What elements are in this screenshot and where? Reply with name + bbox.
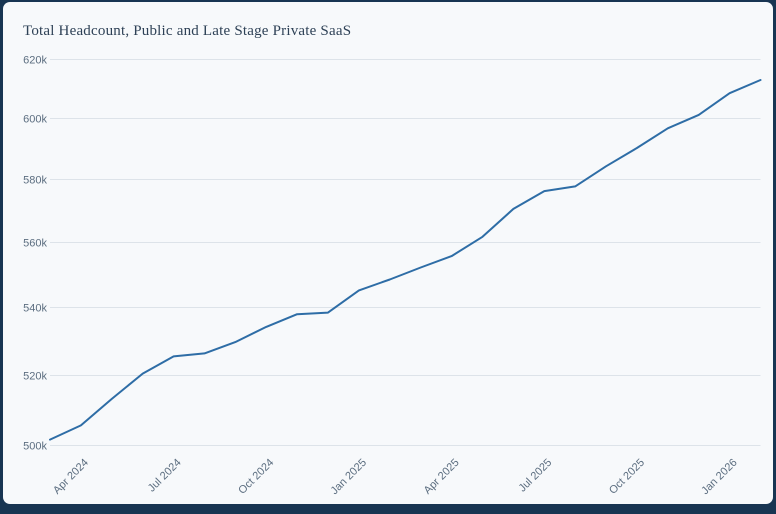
y-axis-tick-label: 600k [23, 114, 47, 126]
y-axis: 500k 520k 540k 560k 580k 600k 620k [23, 55, 760, 453]
y-axis-tick-label: 520k [23, 371, 47, 383]
y-axis-tick-label: 620k [23, 55, 47, 67]
x-axis-tick-label: Jan 2026 [699, 457, 739, 497]
y-axis-tick-label: 560k [23, 238, 47, 250]
x-axis-tick-label: Jul 2025 [516, 457, 554, 495]
headcount-line-chart: 500k 520k 540k 560k 580k 600k 620k Apr 2024 Jul … [3, 2, 776, 514]
headcount-series-line [50, 80, 761, 440]
y-axis-tick-label: 580k [23, 175, 47, 187]
x-axis-tick-label: Oct 2025 [607, 457, 647, 497]
x-axis-tick-label: Jul 2024 [146, 457, 184, 495]
x-axis-tick-label: Jan 2025 [329, 457, 369, 497]
x-axis-tick-label: Oct 2024 [236, 457, 276, 497]
x-axis-tick-label: Apr 2025 [422, 457, 462, 497]
chart-card: Total Headcount, Public and Late Stage P… [3, 2, 773, 504]
x-axis: Apr 2024 Jul 2024 Oct 2024 Jan 2025 Apr 2025… [51, 457, 740, 497]
x-axis-tick-label: Apr 2024 [51, 457, 91, 497]
y-axis-tick-label: 540k [23, 303, 47, 315]
y-axis-tick-label: 500k [23, 441, 47, 453]
